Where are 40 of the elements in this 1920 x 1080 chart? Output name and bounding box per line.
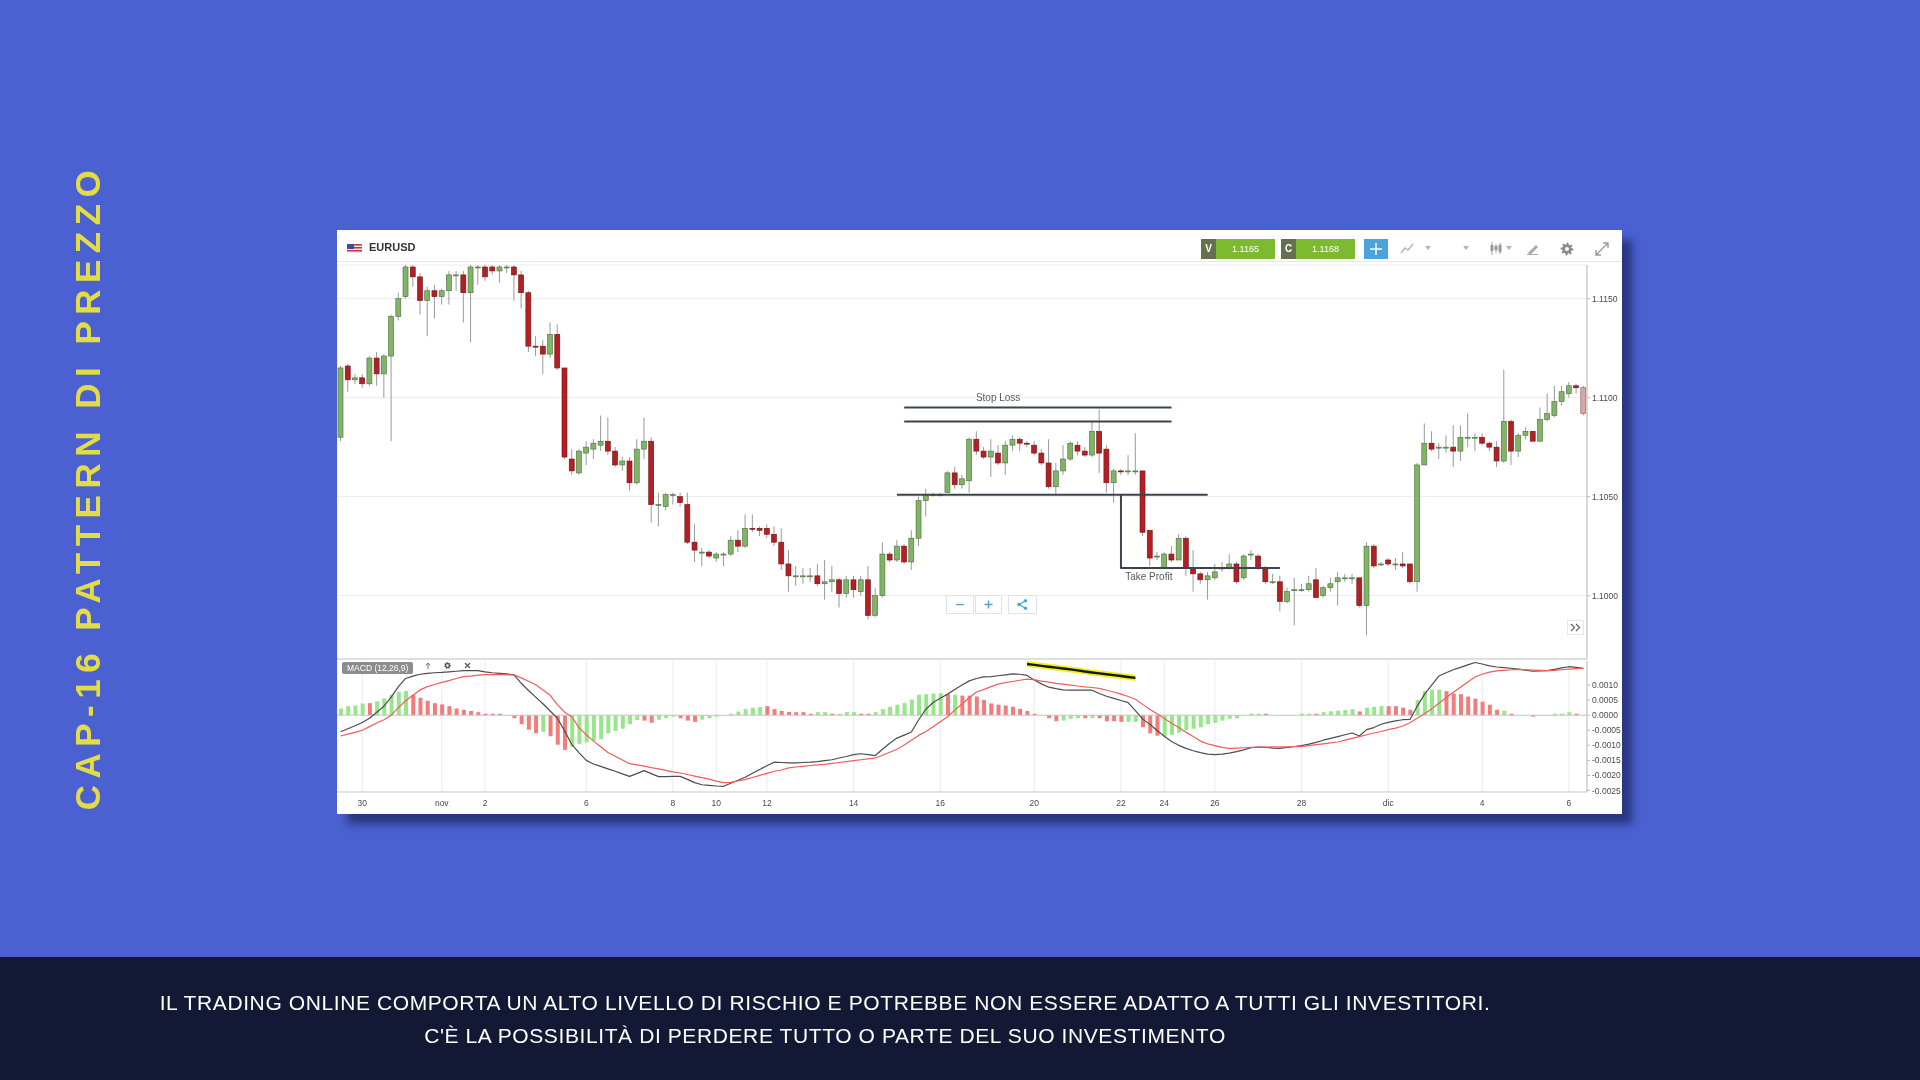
text: CAP-16 PATTERN DI PREZZO	[68, 163, 108, 811]
y-tick-label: 0.0010	[1592, 680, 1619, 691]
x-tick-label: 30	[357, 798, 368, 809]
x-tick-label: 6	[1566, 798, 1572, 809]
text: 1.1165	[1216, 239, 1275, 259]
chart-subtitle: EURUSD	[369, 240, 416, 254]
x-tick-label: 20	[1029, 798, 1040, 809]
x-tick-label: 2	[482, 798, 488, 809]
x-tick-label: 26	[1210, 798, 1220, 809]
x-tick-label: 6	[583, 798, 589, 809]
x-tick-label: 12	[762, 798, 772, 809]
y-tick-label: 1.1100	[1592, 392, 1618, 403]
x-tick-label: 8	[670, 798, 676, 809]
y-tick-label: 1.1150	[1592, 293, 1618, 304]
x-tick-label: 4	[1479, 798, 1485, 809]
series-label: Stop Loss	[975, 391, 1021, 403]
text: C	[1281, 239, 1296, 259]
x-tick-label: 16	[935, 798, 946, 809]
text: 1.1168	[1296, 239, 1355, 259]
y-tick-label: -0.0010	[1592, 740, 1622, 751]
text: V	[1201, 239, 1216, 259]
x-tick-label: 10	[711, 798, 722, 809]
x-tick-label: nov	[434, 798, 450, 809]
y-tick-label: 1.1000	[1592, 590, 1619, 601]
text: IL TRADING ONLINE COMPORTA UN ALTO LIVELLO DI RISCHIO E POTREBBE NON ESSERE ADATTO A TUTTI GLI INVESTITORI.	[158, 991, 1492, 1015]
x-tick-label: 14	[848, 798, 859, 809]
x-tick-label: 24	[1159, 798, 1170, 809]
series-label: Take Profit	[1125, 570, 1173, 582]
y-tick-label: -0.0020	[1592, 770, 1622, 781]
x-tick-label: dic	[1382, 798, 1395, 809]
y-tick-label: -0.0025	[1592, 785, 1622, 796]
x-tick-label: 28	[1296, 798, 1307, 809]
y-tick-label: -0.0015	[1592, 755, 1622, 766]
y-tick-label: -0.0005	[1592, 725, 1622, 736]
x-tick-label: 22	[1116, 798, 1126, 809]
y-tick-label: 0.0000	[1592, 710, 1619, 721]
y-tick-label: 1.1050	[1592, 491, 1619, 502]
text: C'È LA POSSIBILITÀ DI PERDERE TUTTO O PARTE DEL SUO INVESTIMENTO	[423, 1024, 1227, 1048]
y-tick-label: 0.0005	[1592, 695, 1619, 706]
chart-title: MACD (12,26,9)	[342, 662, 414, 674]
